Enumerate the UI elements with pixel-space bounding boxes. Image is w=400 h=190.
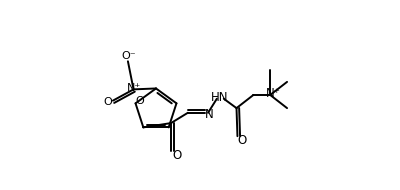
Text: O⁻: O⁻	[122, 51, 136, 61]
Text: N⁺: N⁺	[127, 82, 142, 93]
Text: N⁺: N⁺	[266, 87, 281, 100]
Text: O: O	[103, 97, 112, 108]
Text: O: O	[172, 149, 181, 162]
Text: N: N	[204, 108, 213, 121]
Text: O: O	[135, 97, 144, 106]
Text: O: O	[238, 134, 247, 147]
Text: HN: HN	[211, 91, 228, 104]
